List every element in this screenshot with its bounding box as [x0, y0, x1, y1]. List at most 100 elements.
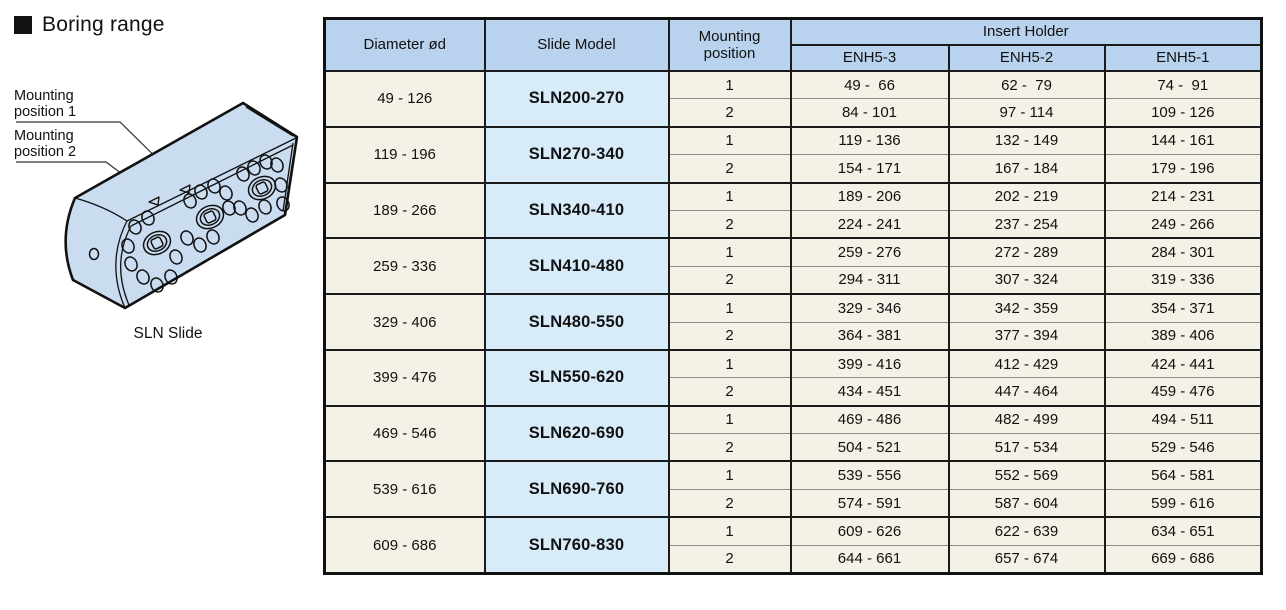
- bolt-hole: [180, 230, 194, 246]
- right-chamfer-edge: [282, 142, 294, 212]
- section-marker-square-icon: [14, 16, 32, 34]
- range-cell: 634 - 651: [1103, 516, 1263, 546]
- enh5-2-header: ENH5-2: [947, 44, 1106, 72]
- diameter-cell: 329 - 406: [323, 293, 486, 351]
- bolt-hole: [136, 269, 150, 285]
- diameter-cell: 119 - 196: [323, 125, 486, 184]
- bolt-hole: [150, 277, 164, 293]
- range-cell: 609 - 626: [789, 516, 950, 546]
- range-cell: 259 - 276: [789, 237, 950, 267]
- mounting-position-cell: 1: [667, 70, 792, 100]
- bolt-hole: [276, 196, 290, 212]
- range-cell: 574 - 591: [789, 488, 950, 519]
- slide-model-cell: SLN480-550: [483, 293, 670, 351]
- diameter-cell: 189 - 266: [323, 181, 486, 240]
- mounting-position-cell: 1: [667, 460, 792, 490]
- range-cell: 552 - 569: [947, 460, 1106, 490]
- bolt-hole: [236, 166, 250, 182]
- bolt-hole: [245, 207, 259, 223]
- slide-model-cell: SLN550-620: [483, 348, 670, 407]
- range-cell: 469 - 486: [789, 404, 950, 435]
- diameter-cell: 399 - 476: [323, 348, 486, 407]
- table-row: 2 84 - 101 97 - 114 109 - 126: [325, 98, 1263, 128]
- mounting-position-cell: 1: [667, 404, 792, 435]
- table-row: 2 224 - 241 237 - 254 249 - 266: [325, 209, 1263, 240]
- slide-block: [64, 101, 299, 310]
- enh5-3-header: ENH5-3: [789, 44, 950, 72]
- table-row: 259 - 336 SLN410-480 1 259 - 276 272 - 289 28…: [323, 237, 1263, 296]
- range-cell: 564 - 581: [1103, 460, 1263, 490]
- table-row: 539 - 616 SLN690-760 1 539 - 556 552 - 569 56…: [323, 460, 1263, 519]
- slide-model-cell: SLN340-410: [483, 181, 670, 240]
- bolt-hole: [193, 237, 207, 253]
- range-cell: 482 - 499: [947, 404, 1106, 435]
- enh5-1-header: ENH5-1: [1103, 44, 1263, 72]
- bolt-hole: [258, 199, 272, 215]
- mounting-position-cell: 2: [667, 154, 792, 184]
- table-row: 2 434 - 451 447 - 464 459 - 476: [325, 377, 1263, 407]
- range-cell: 447 - 464: [947, 377, 1106, 407]
- range-cell: 529 - 546: [1103, 433, 1263, 463]
- range-cell: 504 - 521: [789, 433, 950, 463]
- table-row: 2 154 - 171 167 - 184 179 - 196: [325, 154, 1263, 184]
- table-row: 2 574 - 591 587 - 604 599 - 616: [325, 488, 1263, 519]
- bolt-hole: [270, 157, 284, 173]
- mounting-position-header: Mounting position: [667, 17, 792, 72]
- range-cell: 249 - 266: [1103, 209, 1263, 240]
- section-title-text: Boring range: [42, 13, 165, 36]
- table-row: 329 - 406 SLN480-550 1 329 - 346 342 - 359 35…: [323, 293, 1263, 351]
- range-cell: 399 - 416: [789, 348, 950, 379]
- range-cell: 189 - 206: [789, 181, 950, 211]
- bolt-hole: [169, 249, 183, 265]
- range-cell: 319 - 336: [1103, 265, 1263, 296]
- slide-model-cell: SLN620-690: [483, 404, 670, 463]
- bolt-hole: [121, 238, 135, 254]
- slide-model-cell: SLN270-340: [483, 125, 670, 184]
- range-cell: 132 - 149: [947, 125, 1106, 156]
- mounting-position-1-marker: [179, 184, 191, 194]
- range-cell: 97 - 114: [947, 98, 1106, 128]
- range-cell: 599 - 616: [1103, 488, 1263, 519]
- mounting-position-cell: 1: [667, 293, 792, 323]
- range-cell: 74 - 91: [1103, 70, 1263, 100]
- diameter-cell: 49 - 126: [323, 70, 486, 128]
- mounting-position-2-label: Mounting: [14, 128, 74, 144]
- range-cell: 669 - 686: [1103, 544, 1263, 575]
- range-cell: 412 - 429: [947, 348, 1106, 379]
- mounting-position-cell: 2: [667, 377, 792, 407]
- insert-holder-header: Insert Holder: [789, 17, 1263, 46]
- range-cell: 109 - 126: [1103, 98, 1263, 128]
- bolt-hole: [259, 154, 273, 170]
- range-cell: 364 - 381: [789, 321, 950, 351]
- range-cell: 424 - 441: [1103, 348, 1263, 379]
- mounting-position-cell: 2: [667, 209, 792, 240]
- insert-pocket: [142, 230, 172, 256]
- top-end-edge: [74, 197, 128, 222]
- slide-model-cell: SLN760-830: [483, 516, 670, 575]
- range-cell: 224 - 241: [789, 209, 950, 240]
- mounting-position-2-label: position 2: [14, 144, 76, 160]
- mounting-position-cell: 2: [667, 488, 792, 519]
- range-cell: 342 - 359: [947, 293, 1106, 323]
- range-cell: 214 - 231: [1103, 181, 1263, 211]
- bolt-hole: [247, 160, 261, 176]
- bolt-hole: [164, 269, 178, 285]
- insert-pocket: [247, 175, 277, 201]
- range-cell: 539 - 556: [789, 460, 950, 490]
- mounting-position-cell: 1: [667, 181, 792, 211]
- illustration-caption: SLN Slide: [134, 325, 203, 342]
- range-cell: 202 - 219: [947, 181, 1106, 211]
- range-cell: 237 - 254: [947, 209, 1106, 240]
- table-row: 469 - 546 SLN620-690 1 469 - 486 482 - 499 49…: [323, 404, 1263, 463]
- range-cell: 657 - 674: [947, 544, 1106, 575]
- table-header: Diameter ød Slide Model Mounting positio…: [323, 17, 1263, 72]
- range-cell: 144 - 161: [1103, 125, 1263, 156]
- mounting-position-cell: 1: [667, 348, 792, 379]
- mounting-position-1-label: Mounting: [14, 88, 74, 104]
- boring-range-table: Diameter ød Slide Model Mounting positio…: [323, 17, 1264, 576]
- range-cell: 154 - 171: [789, 154, 950, 184]
- mounting-position-cell: 1: [667, 516, 792, 546]
- range-cell: 84 - 101: [789, 98, 950, 128]
- bolt-hole: [124, 256, 138, 272]
- end-front-edge: [115, 220, 128, 309]
